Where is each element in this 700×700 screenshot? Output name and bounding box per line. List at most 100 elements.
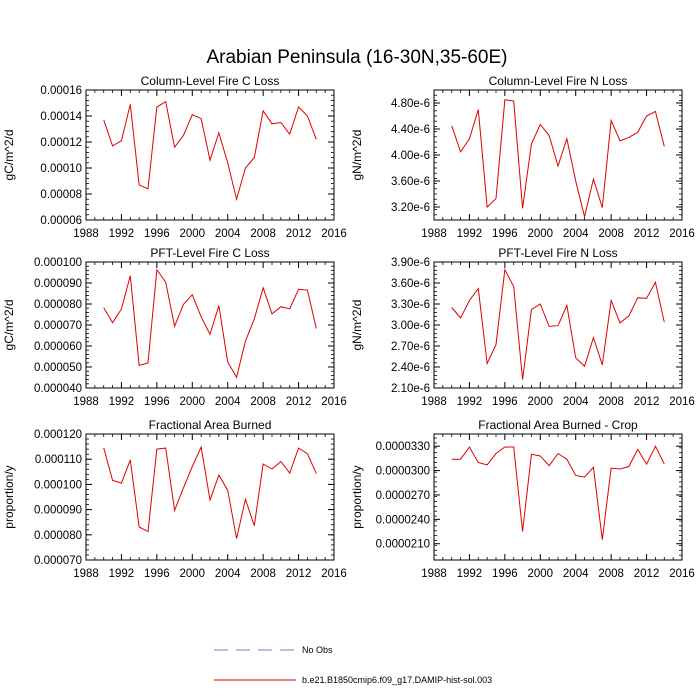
plot-frame <box>85 89 335 221</box>
y-tick-label: 0.00012 <box>40 137 82 149</box>
series-line <box>451 268 665 380</box>
x-tick-label: 2012 <box>634 396 660 408</box>
chart-panel: 1988 1992 1996 2000 2004 2008 2012 2016 0.000040… <box>2 246 347 408</box>
y-tick-label: 0.000040 <box>34 383 82 395</box>
series-line <box>103 445 317 539</box>
chart-panel: 1988 1992 1996 2000 2004 2008 2012 2016 3.20e-6 3… <box>350 74 695 240</box>
y-tick-label: 2.40e-6 <box>391 362 430 374</box>
x-tick-label: 2016 <box>321 568 347 580</box>
y-tick-label: 4.40e-6 <box>391 124 430 136</box>
x-tick-label: 1996 <box>492 396 518 408</box>
panel-title: Column-Level Fire N Loss <box>489 74 628 88</box>
plot-frame <box>433 433 683 561</box>
chart-panel: 1988 1992 1996 2000 2004 2008 2012 2016 2.10e-6 2… <box>350 246 695 408</box>
x-tick-label: 2012 <box>286 396 312 408</box>
y-tick-label: 4.00e-6 <box>391 150 430 162</box>
x-tick-label: 2008 <box>598 228 624 240</box>
chart-panels: 1988 1992 1996 2000 2004 2008 2012 20160.000060… <box>2 74 695 580</box>
y-tick-label: 0.000060 <box>34 341 82 353</box>
x-tick-label: 2016 <box>669 568 695 580</box>
y-tick-label: 0.000100 <box>34 257 82 269</box>
y-tick-label: 3.00e-6 <box>391 320 430 332</box>
x-tick-label: 2008 <box>250 228 276 240</box>
y-tick-label: 3.60e-6 <box>391 278 430 290</box>
x-tick-label: 2004 <box>215 228 241 240</box>
y-axis-label: proportion/y <box>2 465 16 528</box>
figure-title: Arabian Peninsula (16-30N,35-60E) <box>206 47 507 68</box>
x-tick-label: 1992 <box>457 228 483 240</box>
y-tick-label: 0.000080 <box>34 530 82 542</box>
x-tick-label: 2016 <box>321 228 347 240</box>
x-tick-label: 1992 <box>457 568 483 580</box>
y-tick-label: 3.20e-6 <box>391 202 430 214</box>
x-tick-label: 1996 <box>492 568 518 580</box>
y-tick-label: 0.00008 <box>40 189 82 201</box>
panel-title: PFT-Level Fire N Loss <box>498 246 617 260</box>
y-tick-label: 0.000100 <box>34 479 82 491</box>
x-tick-label: 2016 <box>669 228 695 240</box>
x-tick-label: 1992 <box>109 228 135 240</box>
series-line <box>451 445 665 540</box>
y-axis-label: gC/m^2/d <box>2 130 16 181</box>
x-tick-label: 2004 <box>563 568 589 580</box>
y-tick-label: 2.70e-6 <box>391 341 430 353</box>
y-tick-label: 3.30e-6 <box>391 299 430 311</box>
x-tick-label: 2000 <box>179 228 205 240</box>
x-tick-label: 1996 <box>144 396 170 408</box>
x-tick-label: 2016 <box>321 396 347 408</box>
y-tick-label: 0.00010 <box>40 163 82 175</box>
series-line <box>451 99 665 217</box>
x-tick-label: 2004 <box>563 396 589 408</box>
x-tick-label: 1988 <box>73 568 99 580</box>
y-axis-label: gN/m^2/d <box>350 130 364 181</box>
x-tick-label: 1996 <box>492 228 518 240</box>
x-tick-label: 1988 <box>73 228 99 240</box>
y-tick-label: 0.00016 <box>40 85 82 97</box>
series-line <box>103 268 317 379</box>
y-tick-label: 0.000070 <box>34 555 82 567</box>
x-tick-label: 2000 <box>179 568 205 580</box>
y-axis-label: gN/m^2/d <box>350 300 364 351</box>
y-tick-label: 0.0000330 <box>376 441 430 453</box>
x-tick-label: 1988 <box>421 568 447 580</box>
x-tick-label: 2000 <box>527 396 553 408</box>
y-tick-label: 0.000070 <box>34 320 82 332</box>
y-axis-label: proportion/y <box>350 465 364 528</box>
x-tick-label: 1992 <box>109 396 135 408</box>
y-tick-label: 0.000090 <box>34 278 82 290</box>
x-tick-label: 2012 <box>286 568 312 580</box>
x-tick-label: 2016 <box>669 396 695 408</box>
x-tick-label: 2000 <box>527 568 553 580</box>
x-tick-label: 2004 <box>563 228 589 240</box>
chart-panel: 1988 1992 1996 2000 2004 2008 2012 2016 0.00006 0… <box>2 74 347 240</box>
y-tick-label: 0.000120 <box>34 429 82 441</box>
chart-panel: 1988 1992 1996 2000 2004 2008 2012 2016 0.000021… <box>350 418 695 580</box>
x-tick-label: 1992 <box>109 568 135 580</box>
y-tick-label: 0.00006 <box>40 215 82 227</box>
x-tick-label: 1996 <box>144 568 170 580</box>
x-tick-label: 2000 <box>527 228 553 240</box>
x-tick-label: 2008 <box>598 568 624 580</box>
plot-frame <box>433 89 683 221</box>
y-tick-label: 0.0000300 <box>376 466 430 478</box>
panel-title: Fractional Area Burned - Crop <box>478 418 638 432</box>
x-tick-label: 2012 <box>286 228 312 240</box>
x-tick-label: 1996 <box>144 228 170 240</box>
y-tick-label: 0.0000240 <box>376 514 430 526</box>
legend-label-no-obs: No Obs <box>302 645 333 655</box>
y-tick-label: 2.10e-6 <box>391 383 430 395</box>
chart-panel: 1988 1992 1996 2000 2004 2008 2012 2016 0.000070… <box>2 418 347 580</box>
plot-frame <box>85 261 335 389</box>
y-tick-label: 0.000050 <box>34 362 82 374</box>
panel-title: PFT-Level Fire C Loss <box>150 246 269 260</box>
x-tick-label: 2008 <box>250 396 276 408</box>
series-line <box>103 100 317 202</box>
y-axis-label: gC/m^2/d <box>2 300 16 351</box>
x-tick-label: 2008 <box>598 396 624 408</box>
y-tick-label: 0.0000270 <box>376 490 430 502</box>
y-tick-label: 0.000080 <box>34 299 82 311</box>
y-tick-label: 4.80e-6 <box>391 98 430 110</box>
y-tick-label: 3.60e-6 <box>391 176 430 188</box>
legend: No Obs b.e21.B1850cmip6.f09_g17.DAMIP-hi… <box>214 645 492 685</box>
